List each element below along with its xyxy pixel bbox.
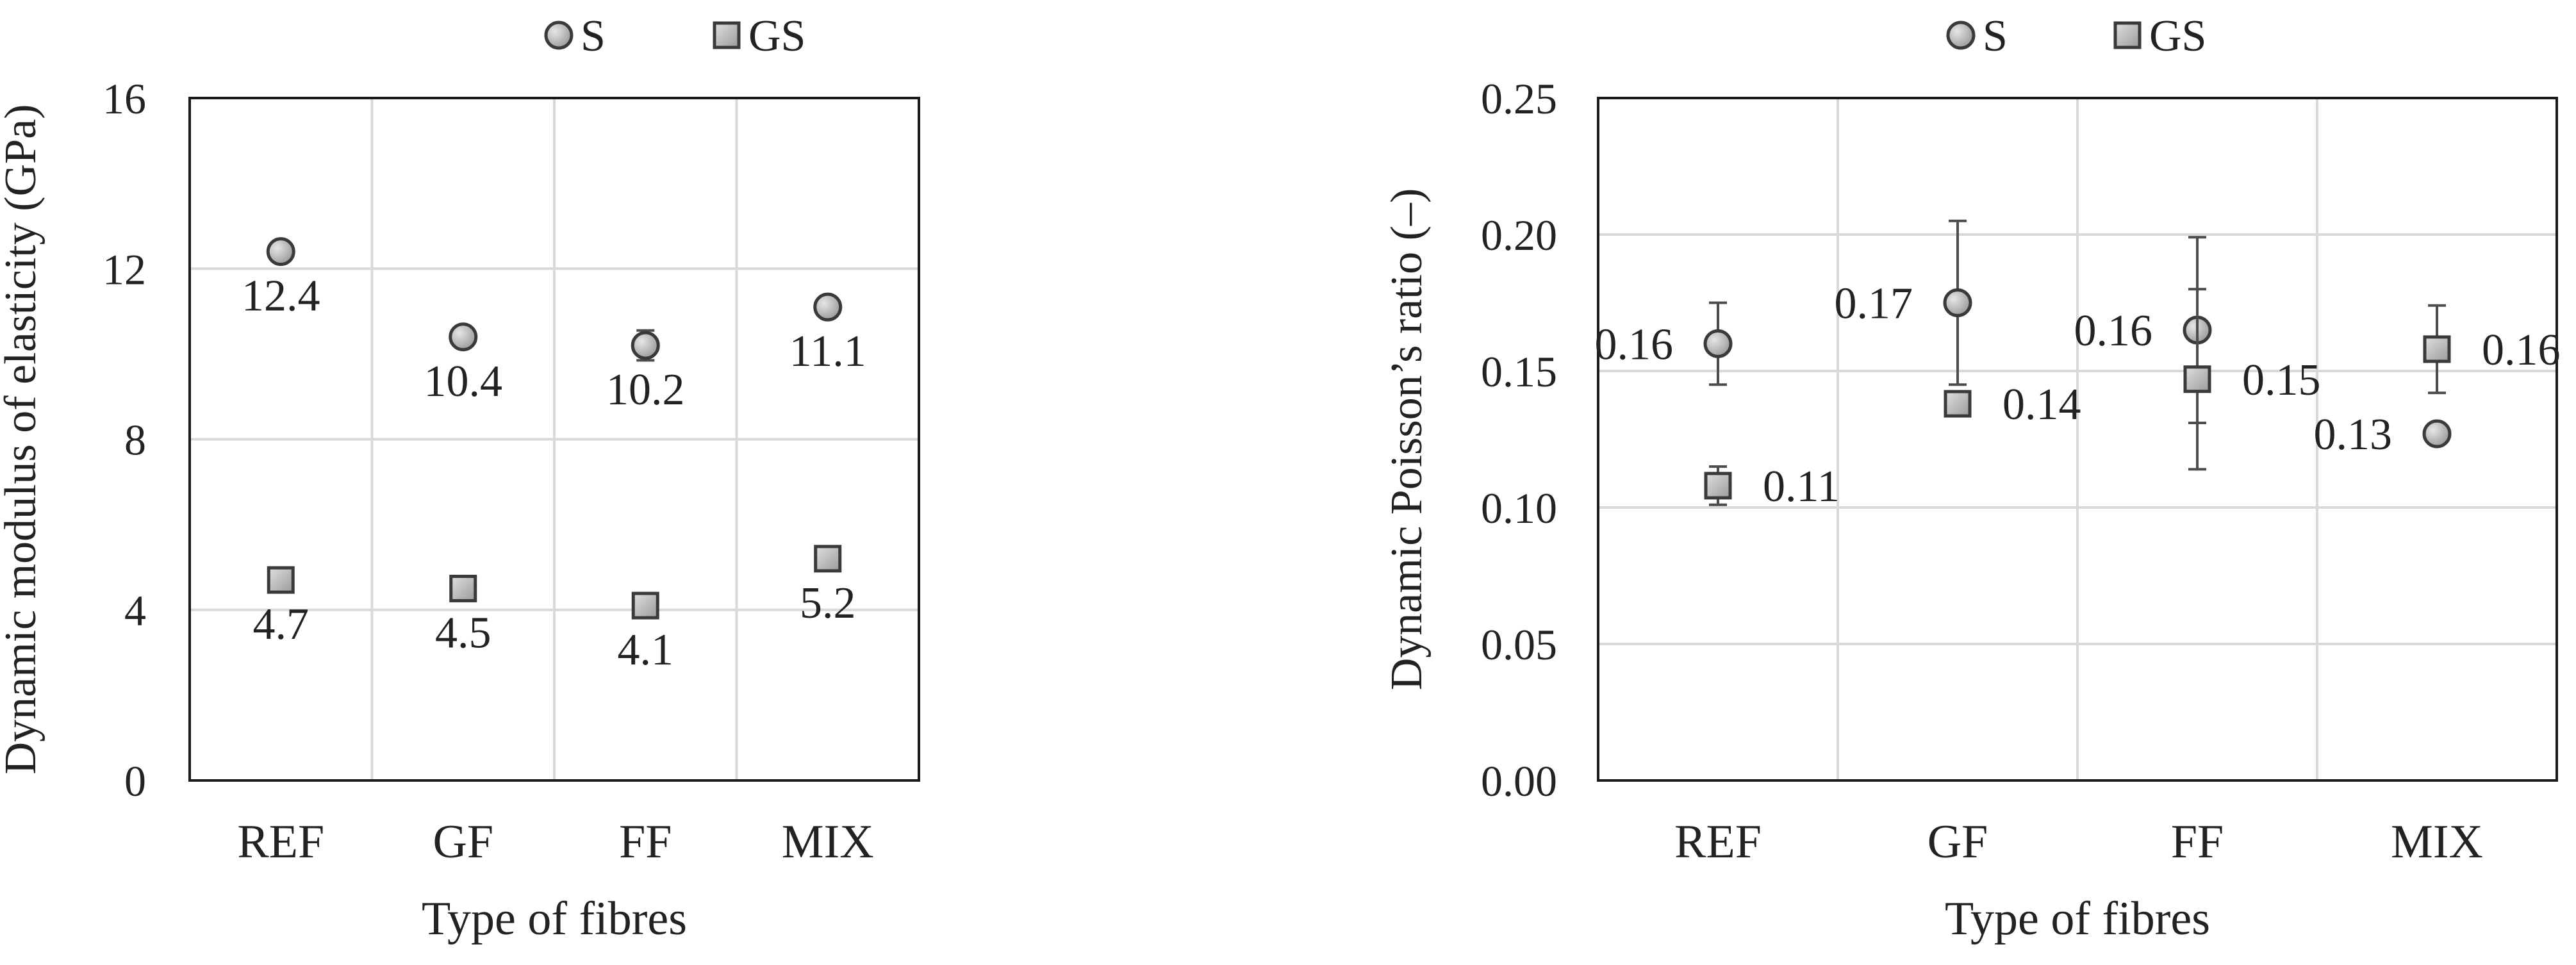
data-label: 10.2 bbox=[606, 365, 685, 415]
data-label: 0.13 bbox=[2314, 410, 2393, 459]
data-label: 4.1 bbox=[618, 625, 674, 675]
x-tick-label: REF bbox=[237, 816, 324, 868]
legend-label: GS bbox=[2149, 12, 2206, 61]
y-tick-label: 0.25 bbox=[1481, 74, 1557, 123]
y-tick-label: 4 bbox=[124, 586, 146, 635]
data-label: 12.4 bbox=[242, 272, 320, 321]
x-tick-label: FF bbox=[2171, 816, 2224, 868]
data-label: 0.15 bbox=[2242, 356, 2321, 405]
data-point-square bbox=[449, 574, 477, 602]
x-axis-title: Type of fibres bbox=[1945, 893, 2210, 945]
y-tick-label: 0.05 bbox=[1481, 620, 1557, 669]
legend-label: S bbox=[581, 12, 606, 61]
x-axis-title: Type of fibres bbox=[422, 893, 687, 945]
data-point-circle bbox=[2422, 419, 2452, 449]
data-label: 11.1 bbox=[789, 327, 866, 376]
data-label: 10.4 bbox=[424, 357, 503, 406]
plot-area-border bbox=[1597, 97, 2558, 782]
y-tick-label: 8 bbox=[124, 416, 146, 465]
plot-area-border bbox=[188, 97, 920, 782]
data-point-square bbox=[1704, 472, 1732, 500]
data-point-square bbox=[2423, 335, 2451, 363]
y-axis-title: Dynamic modulus of elasticity (GPa) bbox=[0, 104, 45, 775]
legend-marker-circle bbox=[1946, 21, 1976, 50]
y-tick-label: 16 bbox=[103, 74, 146, 123]
data-point-circle bbox=[1943, 288, 1972, 317]
data-point-circle bbox=[813, 292, 843, 322]
data-label: 0.16 bbox=[1595, 320, 1674, 369]
data-point-circle bbox=[449, 322, 478, 352]
data-label: 0.17 bbox=[1835, 279, 1913, 329]
legend-marker-square bbox=[2113, 21, 2142, 49]
data-point-circle bbox=[1703, 329, 1733, 358]
y-tick-label: 0.00 bbox=[1481, 757, 1557, 805]
legend-label: GS bbox=[748, 12, 805, 61]
data-point-square bbox=[267, 566, 295, 594]
x-tick-label: FF bbox=[619, 816, 672, 868]
data-point-square bbox=[814, 545, 842, 573]
data-point-circle bbox=[631, 331, 660, 360]
y-tick-label: 0.15 bbox=[1481, 347, 1557, 396]
y-axis-title: Dynamic Poisson’s ratio (–) bbox=[1382, 188, 1432, 691]
data-label: 0.16 bbox=[2482, 326, 2561, 375]
elasticity-chart: 0 4 8 12 16 REF GF FF MIX Type of fibres Dynamic m… bbox=[0, 12, 920, 945]
x-tick-label: GF bbox=[1928, 816, 1988, 868]
data-point-square bbox=[1944, 390, 1972, 418]
data-label: 4.7 bbox=[253, 600, 310, 649]
legend-label: S bbox=[1983, 12, 2008, 61]
y-tick-label: 0.20 bbox=[1481, 211, 1557, 260]
y-tick-label: 0 bbox=[124, 757, 146, 805]
data-point-circle bbox=[266, 237, 295, 267]
x-tick-label: MIX bbox=[782, 816, 874, 868]
poisson-chart: 0.00 0.05 0.10 0.15 0.20 0.25 REF GF FF MIX Type o… bbox=[1382, 12, 2561, 945]
y-tick-label: 0.10 bbox=[1481, 484, 1557, 532]
x-tick-label: REF bbox=[1674, 816, 1762, 868]
data-label: 4.5 bbox=[435, 608, 491, 657]
data-point-square bbox=[2183, 365, 2211, 393]
y-tick-label: 12 bbox=[103, 245, 146, 293]
x-tick-label: GF bbox=[433, 816, 493, 868]
data-label: 0.16 bbox=[2074, 306, 2153, 356]
legend-marker-circle bbox=[544, 21, 574, 50]
data-point-square bbox=[631, 591, 659, 620]
data-label: 0.14 bbox=[2002, 380, 2081, 429]
data-label: 0.11 bbox=[1763, 462, 1840, 511]
data-label: 5.2 bbox=[800, 579, 856, 628]
legend-marker-square bbox=[713, 21, 741, 49]
x-tick-label: MIX bbox=[2391, 816, 2483, 868]
